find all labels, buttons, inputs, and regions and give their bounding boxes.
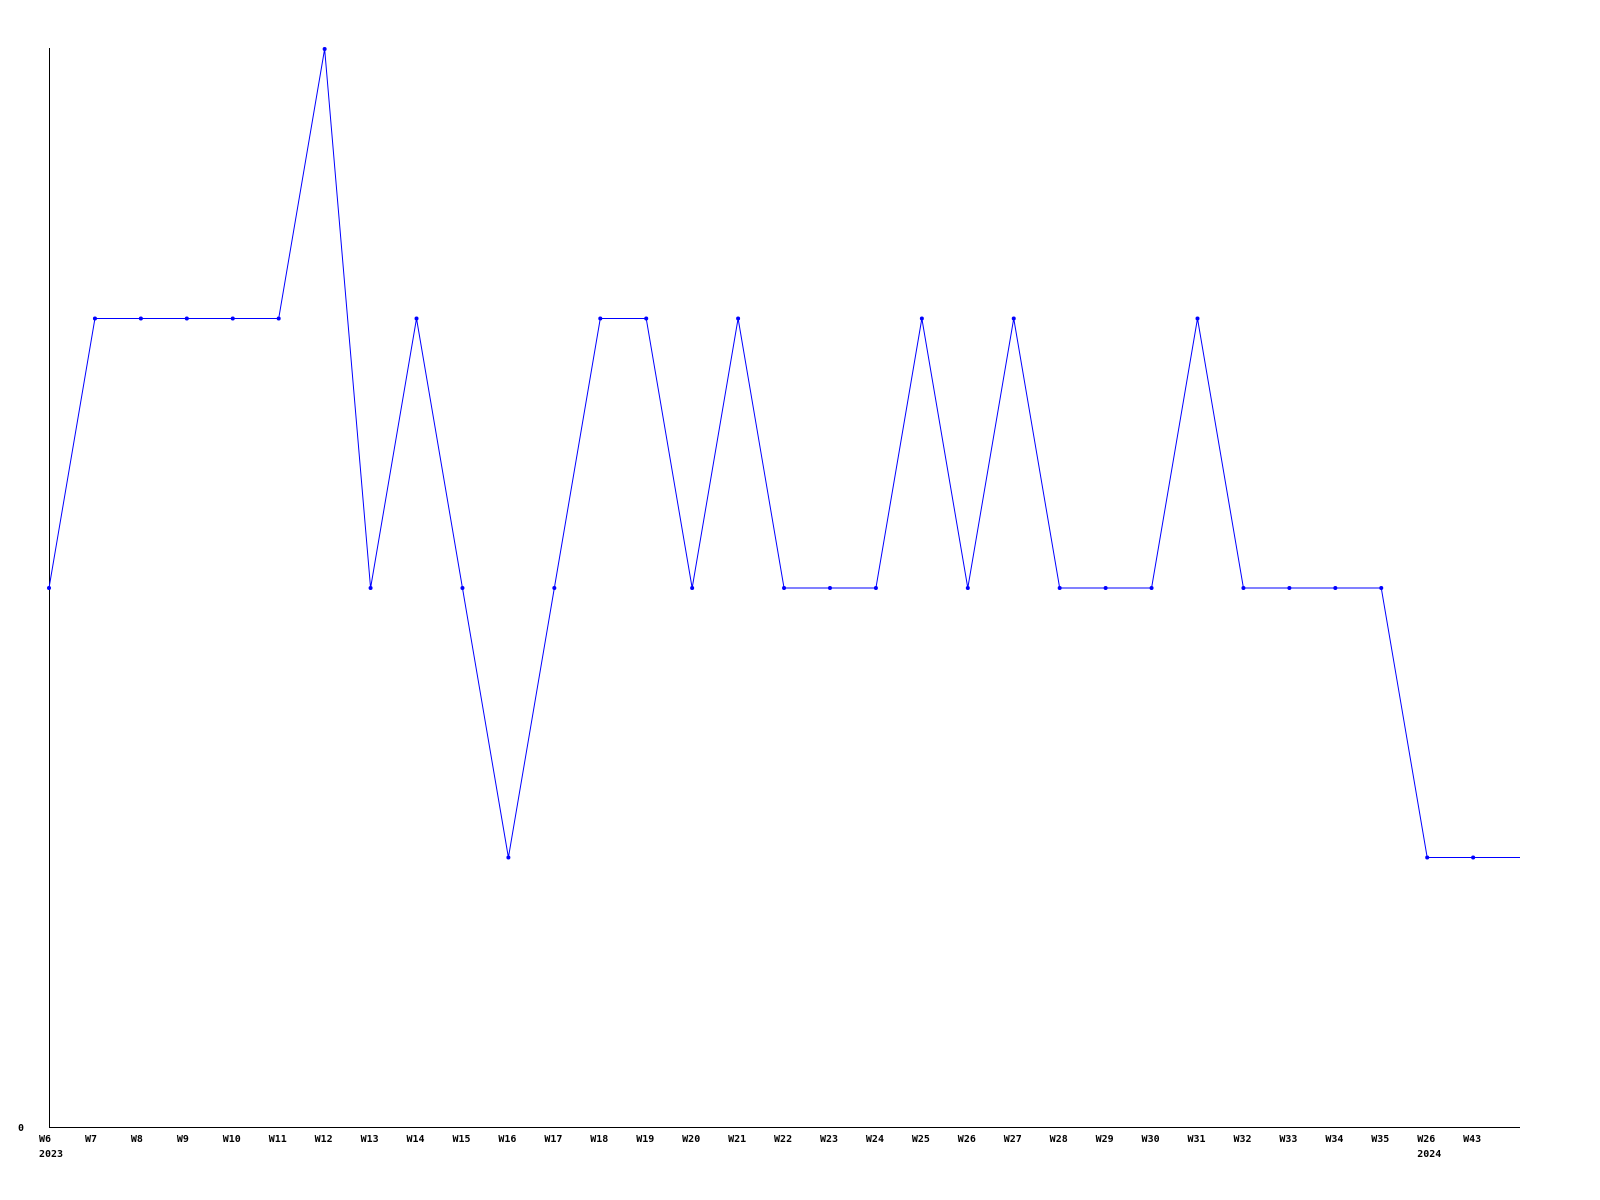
data-point xyxy=(919,316,924,321)
x-tick-label: W21 xyxy=(728,1134,746,1145)
series-line xyxy=(48,48,1520,858)
data-point xyxy=(414,316,419,321)
x-tick-label: W11 xyxy=(269,1134,287,1145)
x-tick-label: W24 xyxy=(866,1134,884,1145)
x-tick-label: W8 xyxy=(131,1134,143,1145)
data-point xyxy=(1057,586,1062,590)
data-point xyxy=(873,586,878,590)
x-tick-label: W20 xyxy=(682,1134,700,1145)
data-point xyxy=(827,586,832,590)
data-point xyxy=(1333,586,1338,590)
x-tick-label: W34 xyxy=(1325,1134,1343,1145)
data-point xyxy=(1011,316,1016,321)
data-point xyxy=(47,586,51,590)
data-point xyxy=(1471,855,1476,860)
data-point xyxy=(506,855,511,860)
x-tick-label: W26 xyxy=(1417,1134,1435,1145)
x-tick-label: W17 xyxy=(544,1134,562,1145)
x-tick-label: W23 xyxy=(820,1134,838,1145)
data-point xyxy=(644,316,649,321)
data-point xyxy=(552,586,557,590)
x-tick-label: W15 xyxy=(452,1134,470,1145)
x-tick-label: W29 xyxy=(1096,1134,1114,1145)
x-tick-label: W18 xyxy=(590,1134,608,1145)
x-tick-label: W31 xyxy=(1188,1134,1206,1145)
data-point xyxy=(276,316,281,321)
x-tick-label: W32 xyxy=(1233,1134,1251,1145)
data-point xyxy=(965,586,970,590)
data-point xyxy=(1241,586,1246,590)
x-tick-label: W12 xyxy=(315,1134,333,1145)
data-point xyxy=(460,586,465,590)
x-year-label: 2024 xyxy=(1417,1149,1441,1160)
x-tick-label: W9 xyxy=(177,1134,189,1145)
data-point xyxy=(138,316,143,321)
data-point xyxy=(322,47,327,51)
data-point xyxy=(368,586,373,590)
x-year-label: 2023 xyxy=(39,1149,63,1160)
x-tick-label: W16 xyxy=(498,1134,516,1145)
y-tick-label: 0 xyxy=(18,1123,24,1134)
x-tick-label: W13 xyxy=(361,1134,379,1145)
data-point xyxy=(230,316,235,321)
data-point xyxy=(92,316,97,321)
x-tick-label: W30 xyxy=(1142,1134,1160,1145)
data-point xyxy=(782,586,787,590)
x-tick-label: W35 xyxy=(1371,1134,1389,1145)
data-point xyxy=(690,586,695,590)
x-tick-label: W33 xyxy=(1279,1134,1297,1145)
x-tick-label: W10 xyxy=(223,1134,241,1145)
data-point xyxy=(1287,586,1292,590)
data-point xyxy=(1425,855,1430,860)
data-point xyxy=(1379,586,1384,590)
data-point xyxy=(1149,586,1154,590)
data-point xyxy=(1195,316,1200,321)
x-tick-label: W25 xyxy=(912,1134,930,1145)
x-tick-label: W14 xyxy=(407,1134,425,1145)
x-tick-label: W27 xyxy=(1004,1134,1022,1145)
x-tick-label: W19 xyxy=(636,1134,654,1145)
x-tick-label: W22 xyxy=(774,1134,792,1145)
data-point xyxy=(1103,586,1108,590)
data-point xyxy=(736,316,741,321)
x-tick-label: W26 xyxy=(958,1134,976,1145)
x-tick-label: W43 xyxy=(1463,1134,1481,1145)
data-point xyxy=(184,316,189,321)
x-tick-label: W7 xyxy=(85,1134,97,1145)
x-tick-label: W6 xyxy=(39,1134,51,1145)
x-tick-label: W28 xyxy=(1050,1134,1068,1145)
data-point xyxy=(598,316,603,321)
